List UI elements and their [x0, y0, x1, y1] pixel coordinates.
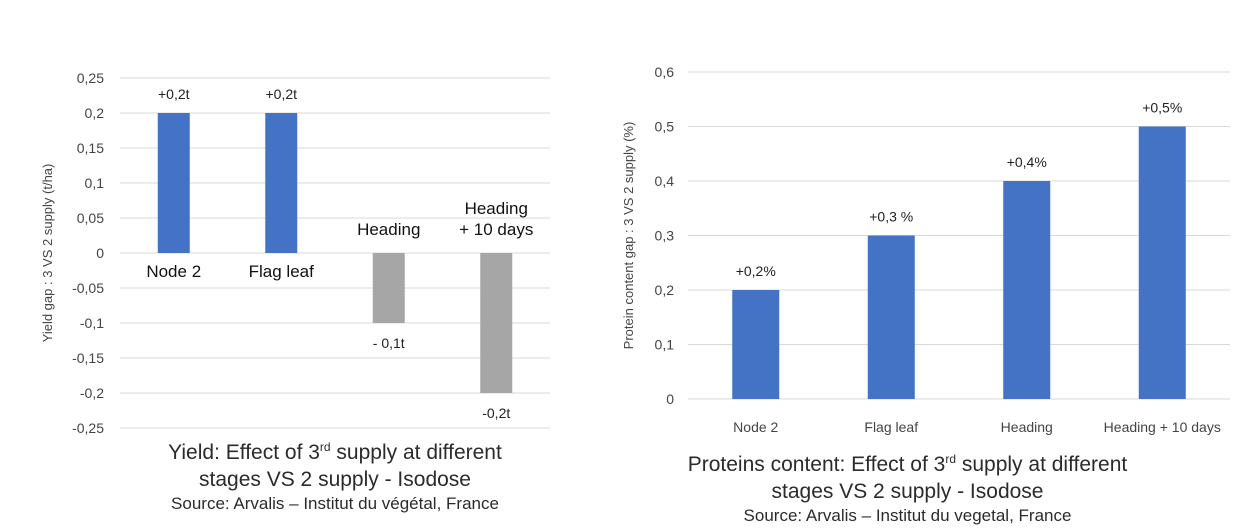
yield-data-label: +0,2t [158, 86, 190, 102]
protein-category-label: Flag leaf [864, 419, 918, 435]
protein-ytick-label: 0,5 [655, 119, 675, 135]
yield-ytick-label: -0,1 [80, 315, 104, 331]
protein-chart-caption: Proteins content: Effect of 3rd supply a… [640, 451, 1175, 527]
yield-bar [265, 113, 298, 253]
protein-ytick-label: 0,3 [655, 228, 675, 244]
yield-ytick-label: 0,15 [77, 140, 104, 156]
protein-ytick-label: 0,2 [655, 282, 675, 298]
yield-y-axis-label: Yield gap : 3 VS 2 supply (t/ha) [40, 164, 55, 343]
protein-data-label: +0,2% [736, 263, 776, 279]
protein-ytick-label: 0,6 [655, 64, 675, 80]
yield-caption-line2: stages VS 2 supply - Isodose [199, 468, 471, 491]
protein-caption-source: Source: Arvalis – Institut du vegetal, F… [743, 506, 1072, 525]
yield-ytick-label: 0,2 [85, 105, 105, 121]
yield-ytick-label: 0 [96, 245, 104, 261]
protein-ytick-label: 0,1 [655, 337, 675, 353]
yield-caption-line1: Yield: Effect of 3rd supply at different [168, 440, 502, 464]
protein-bar [1003, 181, 1051, 399]
protein-data-label: +0,3 % [869, 209, 913, 225]
protein-category-label: Heading + 10 days [1104, 419, 1221, 435]
yield-data-label: +0,2t [265, 86, 297, 102]
protein-y-axis-label: Protein content gap : 3 VS 2 supply (%) [621, 122, 636, 350]
protein-caption-line2: stages VS 2 supply - Isodose [771, 480, 1044, 503]
protein-bar [867, 235, 915, 399]
yield-caption-source: Source: Arvalis – Institut du végétal, F… [171, 494, 499, 513]
yield-category-label: Node 2 [146, 262, 201, 281]
yield-category-label: + 10 days [459, 220, 533, 239]
yield-ytick-label: -0,05 [72, 280, 104, 296]
protein-ytick-label: 0 [666, 391, 674, 407]
protein-category-label: Node 2 [733, 419, 778, 435]
yield-category-label: Flag leaf [249, 262, 314, 281]
protein-data-label: +0,4% [1007, 154, 1047, 170]
yield-ytick-label: 0,1 [85, 175, 105, 191]
protein-caption-line1: Proteins content: Effect of 3rd supply a… [687, 452, 1128, 476]
protein-ytick-label: 0,4 [655, 173, 675, 189]
protein-category-label: Heading [1001, 419, 1053, 435]
yield-ytick-label: -0,25 [72, 420, 104, 436]
yield-ytick-label: -0,15 [72, 350, 104, 366]
yield-ytick-label: -0,2 [80, 385, 104, 401]
yield-category-label: Heading [357, 220, 420, 239]
protein-bar [732, 290, 780, 399]
yield-data-label: - 0,1t [373, 335, 405, 351]
yield-bar [480, 253, 513, 393]
yield-data-label: -0,2t [482, 405, 510, 421]
yield-chart-caption: Yield: Effect of 3rd supply at different… [120, 439, 550, 515]
yield-bar [372, 253, 405, 323]
yield-ytick-label: 0,25 [77, 70, 104, 86]
protein-bar [1138, 126, 1186, 399]
yield-category-label: Heading [465, 199, 528, 218]
yield-bar [157, 113, 190, 253]
yield-ytick-label: 0,05 [77, 210, 104, 226]
protein-data-label: +0,5% [1142, 100, 1182, 116]
